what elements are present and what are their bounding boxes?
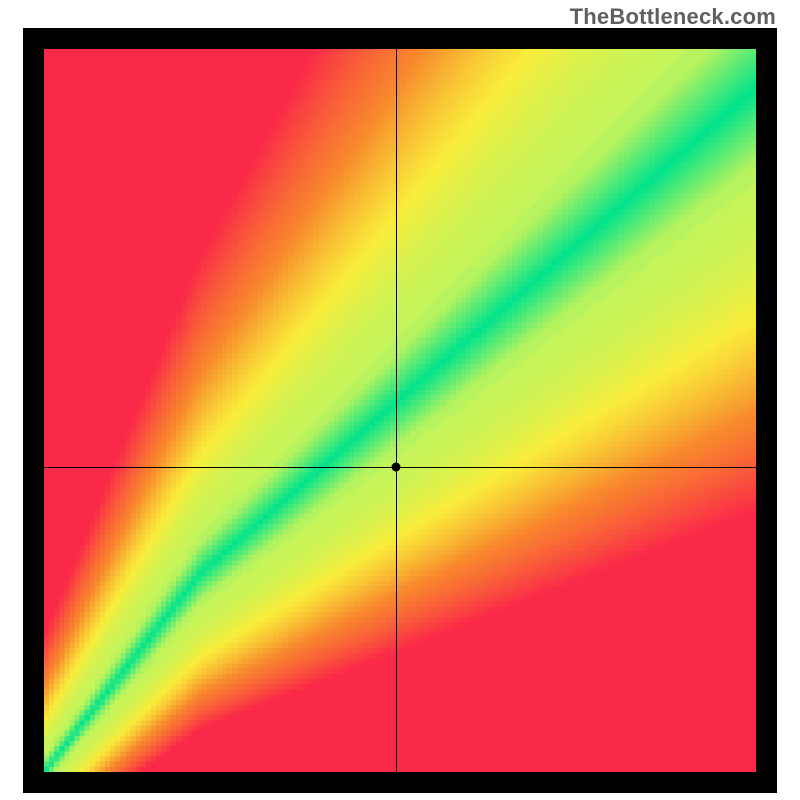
watermark-text: TheBottleneck.com [570, 4, 776, 30]
plot-area [44, 49, 756, 772]
chart-container: TheBottleneck.com [0, 0, 800, 800]
crosshair-marker-dot [391, 462, 400, 471]
heatmap-canvas [44, 49, 756, 772]
plot-frame [23, 28, 777, 793]
crosshair-vertical-line [396, 49, 397, 772]
